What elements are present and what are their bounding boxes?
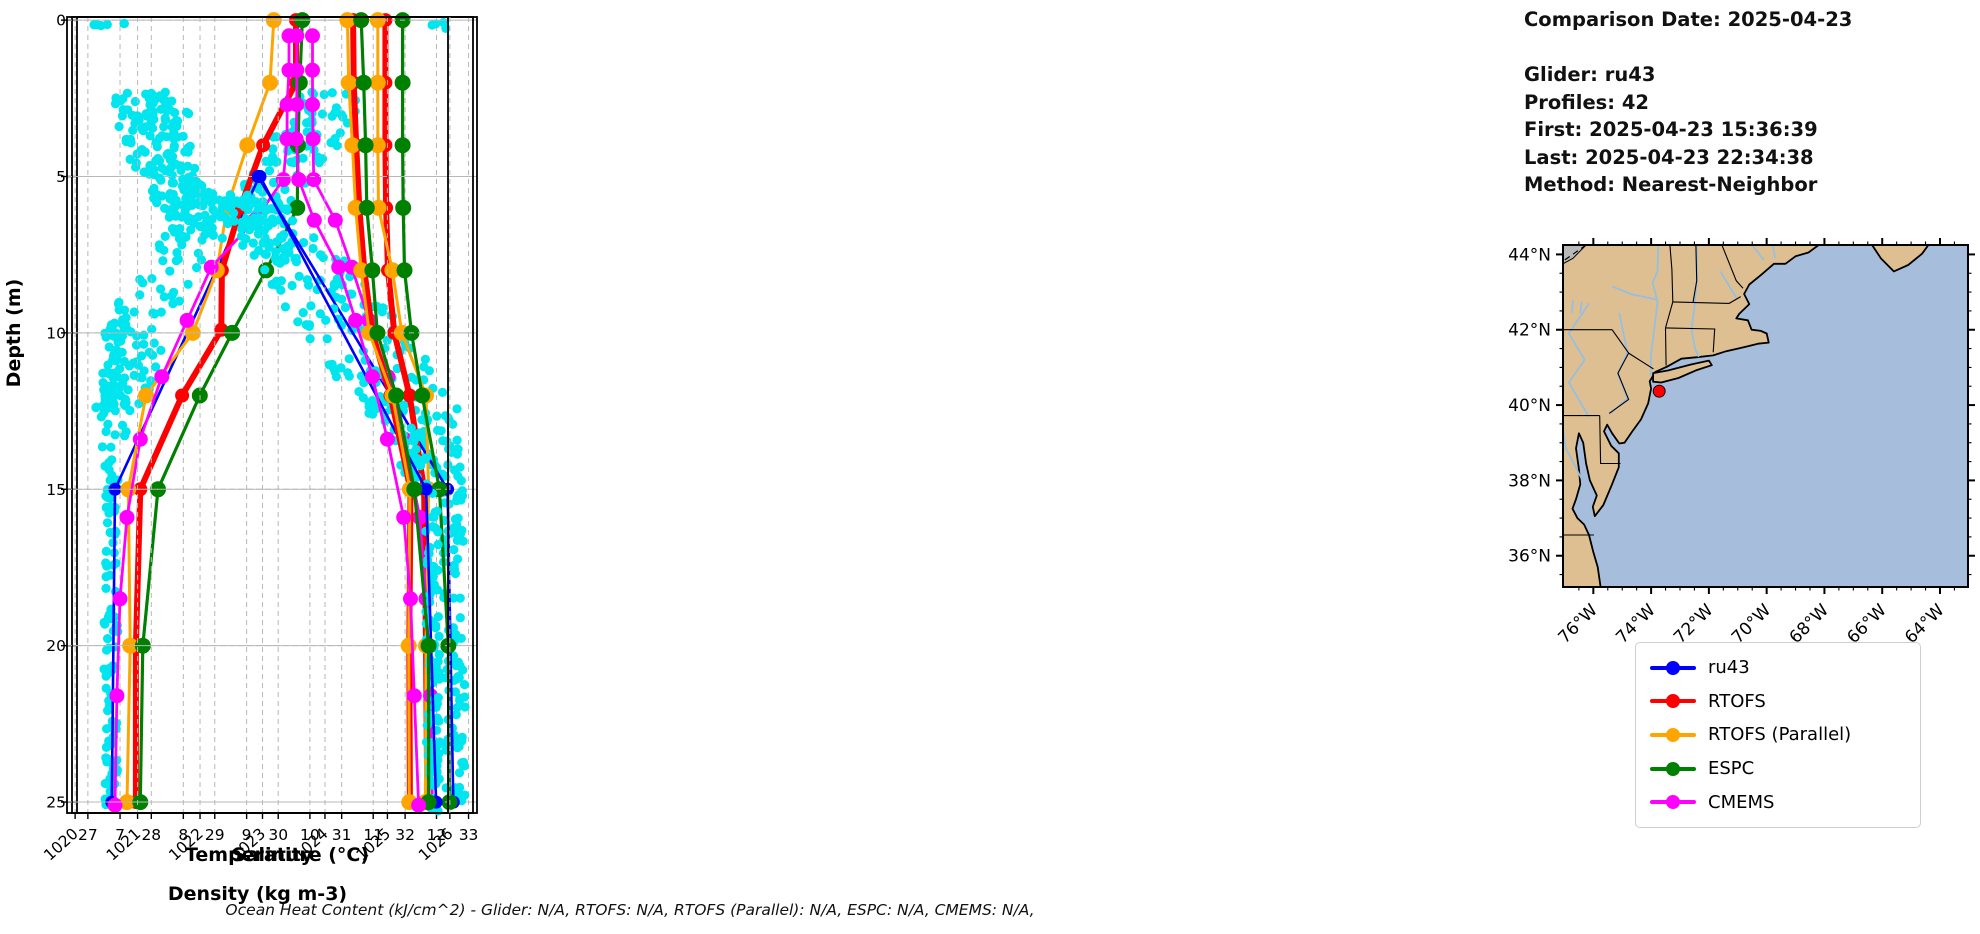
legend-item-label: ru43 <box>1708 657 1750 679</box>
svg-text:1025: 1025 <box>353 825 394 865</box>
map-frame <box>1562 244 1969 588</box>
legend-item-rtofs: RTOFS <box>1650 686 1906 716</box>
series-cmems <box>305 28 440 813</box>
legend-line-marker-icon <box>1650 694 1696 709</box>
legend-item-ru43: ru43 <box>1650 653 1906 683</box>
svg-text:33: 33 <box>459 826 479 844</box>
info-line: Glider: ru43 <box>1524 63 1656 86</box>
map-international-border <box>1563 245 1587 262</box>
y-axis-label: Depth (m) <box>3 279 25 388</box>
location-map: 44°N 42°N 40°N 38°N 36°N 76°W 74°W 72°W 70°W 68°W… <box>1508 238 1975 648</box>
svg-text:28: 28 <box>141 826 161 844</box>
svg-text:7: 7 <box>115 826 125 844</box>
svg-text:40°N: 40°N <box>1508 396 1551 416</box>
info-line: Method: Nearest-Neighbor <box>1524 173 1818 196</box>
svg-text:1020: 1020 <box>40 825 81 865</box>
svg-text:76°W: 76°W <box>1555 600 1602 647</box>
info-line: Last: 2025-04-23 22:34:38 <box>1524 145 1814 169</box>
svg-text:42°N: 42°N <box>1508 321 1551 341</box>
svg-text:25: 25 <box>46 794 66 812</box>
svg-text:44°N: 44°N <box>1508 245 1551 265</box>
svg-text:70°W: 70°W <box>1728 600 1775 647</box>
svg-text:36°N: 36°N <box>1508 547 1551 567</box>
map-ticks <box>1556 238 1975 594</box>
svg-text:1026: 1026 <box>415 825 456 865</box>
legend: ru43 RTOFS RTOFS (Parallel) ESPC CMEMS <box>1635 642 1921 828</box>
legend-item-label: RTOFS <box>1708 690 1766 712</box>
svg-text:8: 8 <box>178 826 188 844</box>
salinity-profile-panel: 27 28 29 30 31 32 33 Salinity <box>66 12 478 866</box>
svg-text:20: 20 <box>46 637 66 655</box>
svg-text:31: 31 <box>332 826 352 844</box>
svg-text:10: 10 <box>300 826 320 844</box>
svg-text:15: 15 <box>46 481 66 499</box>
legend-item-label: ESPC <box>1708 758 1755 780</box>
svg-text:64°W: 64°W <box>1901 600 1948 647</box>
svg-text:1023: 1023 <box>228 825 269 865</box>
svg-text:9: 9 <box>242 826 252 844</box>
legend-line-marker-icon <box>1650 761 1696 776</box>
svg-text:74°W: 74°W <box>1612 600 1659 647</box>
svg-text:1024: 1024 <box>290 825 331 865</box>
legend-line-marker-icon <box>1650 727 1696 742</box>
svg-text:66°W: 66°W <box>1843 600 1890 647</box>
axis-ticks <box>61 19 451 819</box>
svg-text:72°W: 72°W <box>1670 600 1717 647</box>
svg-text:68°W: 68°W <box>1786 600 1833 647</box>
svg-text:29: 29 <box>205 826 225 844</box>
series-cmems <box>288 28 427 813</box>
svg-text:10: 10 <box>46 324 66 342</box>
axes-frame <box>66 16 449 814</box>
svg-text:12: 12 <box>427 826 447 844</box>
legend-item-label: RTOFS (Parallel) <box>1708 724 1852 746</box>
legend-item-rtofs-parallel-: RTOFS (Parallel) <box>1650 720 1906 750</box>
svg-text:38°N: 38°N <box>1508 471 1551 491</box>
glider-scatter-points <box>92 18 445 816</box>
axis-tick-labels: 27 28 29 30 31 32 33 <box>78 826 478 844</box>
x-axis-label: Temperature (°C) <box>185 844 369 866</box>
svg-text:27: 27 <box>78 826 98 844</box>
legend-line-marker-icon <box>1650 795 1696 810</box>
legend-item-espc: ESPC <box>1650 754 1906 784</box>
legend-line-marker-icon <box>1650 660 1696 675</box>
info-line: First: 2025-04-23 15:36:39 <box>1524 118 1818 141</box>
x-axis-label: Density (kg m-3) <box>168 883 347 905</box>
map-lake <box>1563 245 1587 265</box>
info-line <box>1524 34 1974 62</box>
svg-text:30: 30 <box>268 826 288 844</box>
legend-item-label: CMEMS <box>1708 791 1775 813</box>
svg-text:1022: 1022 <box>165 825 206 865</box>
ocean-heat-content-footer: Ocean Heat Content (kJ/cm^2) - Glider: N… <box>225 901 1035 919</box>
info-line: Comparison Date: 2025-04-23 <box>1524 8 1853 31</box>
legend-item-cmems: CMEMS <box>1650 787 1906 817</box>
svg-text:32: 32 <box>395 826 415 844</box>
axis-tick-labels: 1020 1021 1022 1023 1024 1025 1026 <box>40 825 456 865</box>
svg-text:11: 11 <box>363 826 383 844</box>
svg-text:1021: 1021 <box>103 825 144 865</box>
info-line: Profiles: 42 <box>1524 90 1649 114</box>
x-axis-label: Salinity <box>232 844 314 866</box>
map-land <box>1563 245 1930 587</box>
glider-location-marker <box>1652 384 1666 398</box>
comparison-info: Comparison Date: 2025-04-23 Glider: ru43… <box>1524 6 1974 199</box>
map-state-borders <box>1563 245 1744 536</box>
